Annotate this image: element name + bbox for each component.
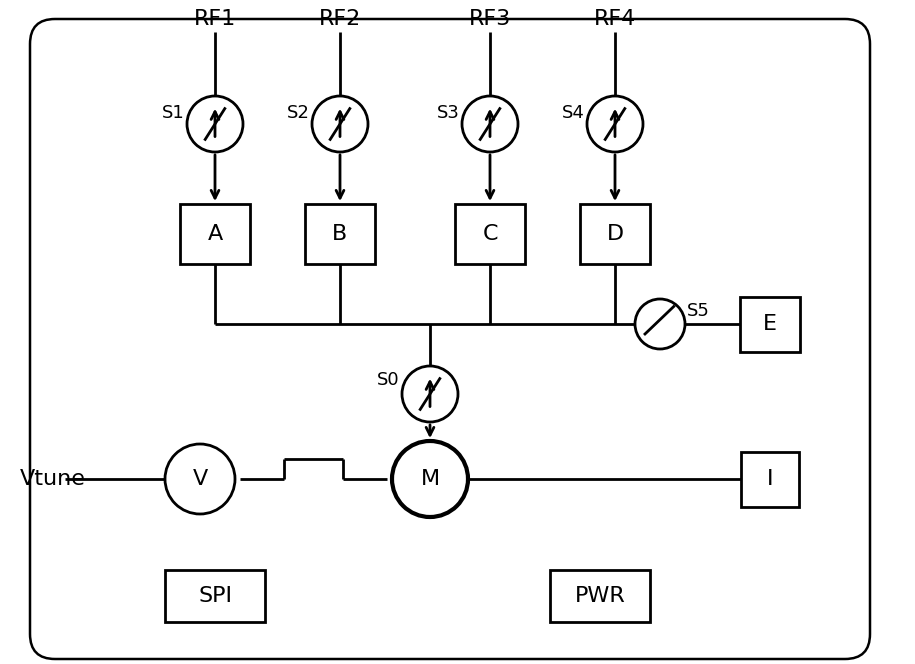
Text: S4: S4 — [562, 104, 585, 122]
Circle shape — [187, 96, 243, 152]
Text: PWR: PWR — [575, 586, 625, 606]
Text: S3: S3 — [437, 104, 460, 122]
Text: S0: S0 — [377, 371, 400, 389]
Text: D: D — [607, 224, 623, 244]
Bar — [741, 452, 799, 507]
Text: E: E — [763, 314, 777, 334]
Bar — [180, 204, 250, 264]
Text: M: M — [420, 469, 439, 489]
Text: I: I — [767, 469, 773, 489]
Bar — [305, 204, 375, 264]
Text: RF1: RF1 — [194, 9, 236, 29]
Bar — [455, 204, 525, 264]
Text: V: V — [192, 469, 208, 489]
Text: S2: S2 — [287, 104, 310, 122]
Text: A: A — [208, 224, 222, 244]
Text: B: B — [332, 224, 348, 244]
Text: Vtune: Vtune — [20, 469, 86, 489]
Circle shape — [402, 366, 458, 422]
Bar — [550, 570, 650, 622]
Text: S1: S1 — [162, 104, 185, 122]
Circle shape — [462, 96, 518, 152]
Bar — [740, 297, 800, 351]
Circle shape — [165, 444, 235, 514]
Bar — [580, 204, 650, 264]
Text: C: C — [482, 224, 498, 244]
Text: RF3: RF3 — [468, 9, 511, 29]
Circle shape — [587, 96, 643, 152]
Circle shape — [392, 441, 468, 517]
Bar — [165, 570, 265, 622]
Text: RF4: RF4 — [594, 9, 636, 29]
Text: RF2: RF2 — [318, 9, 361, 29]
FancyBboxPatch shape — [30, 19, 870, 659]
Text: S5: S5 — [687, 303, 710, 321]
Circle shape — [312, 96, 368, 152]
Text: SPI: SPI — [198, 586, 232, 606]
Circle shape — [635, 299, 685, 349]
